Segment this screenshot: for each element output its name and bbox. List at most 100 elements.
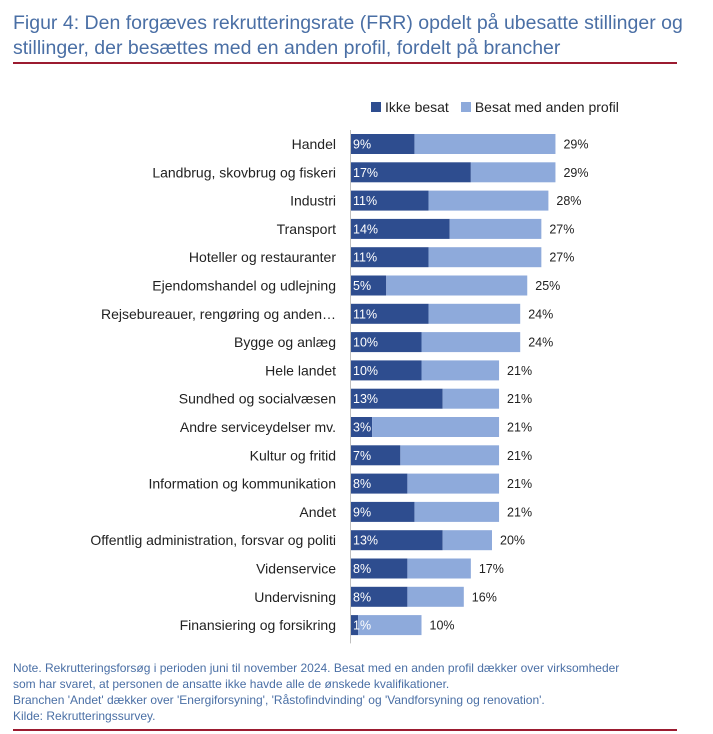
data-label-ikke-besat: 10% [353, 364, 378, 378]
category-label: Transport [277, 221, 337, 237]
category-label: Undervisning [254, 589, 336, 605]
bar-anden-profil [414, 501, 500, 522]
bar-anden-profil [407, 473, 500, 494]
data-label-total: 28% [556, 194, 581, 208]
data-label-total: 17% [479, 562, 504, 576]
note-line-1: Note. Rekrutteringsforsøg i perioden jun… [13, 661, 620, 675]
category-label: Information og kommunikation [148, 476, 336, 492]
bar-ikke-besat [351, 501, 415, 522]
data-label-total: 20% [500, 534, 525, 548]
data-label-ikke-besat: 10% [353, 336, 378, 350]
note-line-3: Branchen 'Andet' dækker over 'Energifors… [13, 693, 545, 707]
category-label: Industri [290, 193, 336, 209]
figure-title: Figur 4: Den forgæves rekrutteringsrate … [13, 12, 683, 59]
data-label-ikke-besat: 11% [353, 194, 377, 208]
data-label-total: 21% [507, 505, 532, 519]
bar-ikke-besat [351, 303, 429, 324]
data-label-total: 24% [528, 307, 553, 321]
data-label-total: 27% [549, 251, 574, 265]
bar-ikke-besat [351, 190, 429, 211]
bar-anden-profil [358, 615, 422, 636]
bar-anden-profil [386, 275, 528, 296]
data-label-ikke-besat: 11% [353, 251, 377, 265]
category-label: Offentlig administration, forsvar og pol… [90, 532, 336, 548]
data-label-total: 29% [563, 138, 588, 152]
bar-anden-profil [449, 218, 542, 239]
bar-anden-profil [428, 303, 521, 324]
data-label-total: 21% [507, 477, 532, 491]
category-label: Hele landet [265, 362, 336, 378]
data-label-total: 21% [507, 392, 532, 406]
legend-label-anden-profil: Besat med anden profil [474, 99, 619, 115]
legend-label-ikke-besat: Ikke besat [385, 99, 449, 115]
bar-ikke-besat [351, 473, 408, 494]
category-label: Finansiering og forsikring [180, 617, 336, 633]
bar-ikke-besat [351, 247, 429, 268]
data-label-ikke-besat: 14% [353, 222, 378, 236]
footer-divider [13, 729, 677, 731]
bar-anden-profil [442, 530, 492, 551]
data-label-total: 21% [507, 421, 532, 435]
category-label: Andre serviceydelser mv. [180, 419, 336, 435]
data-label-ikke-besat: 13% [353, 392, 378, 406]
category-label: Videnservice [256, 561, 336, 577]
category-label: Ejendomshandel og udlejning [152, 278, 336, 294]
category-label: Rejsebureauer, rengøring og anden… [101, 306, 336, 322]
bar-anden-profil [407, 586, 464, 607]
category-label: Hoteller og restauranter [189, 249, 336, 265]
data-label-ikke-besat: 8% [353, 477, 371, 491]
bar-ikke-besat [351, 615, 359, 636]
data-label-ikke-besat: 7% [353, 449, 371, 463]
data-label-ikke-besat: 8% [353, 562, 371, 576]
bar-anden-profil [470, 162, 556, 183]
source-line: Kilde: Rekrutteringssurvey. [13, 709, 156, 723]
data-label-ikke-besat: 9% [353, 138, 371, 152]
category-label: Landbrug, skovbrug og fiskeri [152, 164, 336, 180]
note-line-2: som har svaret, at personen de ansatte i… [13, 677, 450, 691]
stacked-bar-chart: Handel 9% 29% Landbrug, skovbrug og fiskeri… [90, 130, 588, 644]
data-label-total: 21% [507, 364, 532, 378]
chart-legend: Ikke besat Besat med anden profil [371, 99, 631, 115]
data-label-ikke-besat: 5% [353, 279, 371, 293]
category-label: Handel [292, 136, 336, 152]
category-label: Bygge og anlæg [234, 334, 336, 350]
data-label-total: 10% [430, 619, 455, 633]
bar-anden-profil [372, 417, 500, 437]
legend-item-anden-profil: Besat med anden profil [460, 99, 619, 115]
bar-anden-profil [428, 190, 549, 211]
data-label-total: 21% [507, 449, 532, 463]
bar-ikke-besat [351, 134, 415, 154]
data-label-total: 25% [535, 279, 560, 293]
bar-anden-profil [421, 332, 521, 353]
legend-swatch-ikke-besat [371, 102, 381, 112]
data-label-ikke-besat: 8% [353, 590, 371, 604]
data-label-ikke-besat: 9% [353, 505, 371, 519]
bar-ikke-besat [351, 558, 408, 579]
bar-ikke-besat [351, 162, 471, 183]
bar-ikke-besat [351, 586, 408, 607]
data-label-ikke-besat: 11% [353, 307, 377, 321]
legend-swatch-anden-profil [460, 102, 471, 112]
category-label: Andet [299, 504, 336, 520]
bar-ikke-besat [351, 332, 422, 353]
bar-anden-profil [414, 134, 556, 154]
title-divider [13, 62, 677, 64]
bar-ikke-besat [351, 445, 401, 466]
bar-ikke-besat [351, 530, 443, 551]
bar-ikke-besat [351, 360, 422, 381]
data-label-ikke-besat: 3% [353, 421, 371, 435]
bar-anden-profil [400, 445, 500, 466]
bar-anden-profil [428, 247, 542, 268]
bar-ikke-besat [351, 388, 443, 409]
bar-anden-profil [421, 360, 500, 381]
bar-ikke-besat [351, 218, 450, 239]
bar-ikke-besat [351, 417, 373, 437]
data-label-ikke-besat: 17% [353, 166, 378, 180]
data-label-total: 29% [563, 166, 588, 180]
category-label: Kultur og fritid [250, 447, 336, 463]
bar-ikke-besat [351, 275, 387, 296]
figure-notes: Note. Rekrutteringsforsøg i perioden jun… [13, 660, 703, 724]
data-label-ikke-besat: 1% [353, 619, 371, 633]
data-label-total: 24% [528, 336, 553, 350]
bar-anden-profil [442, 388, 500, 409]
